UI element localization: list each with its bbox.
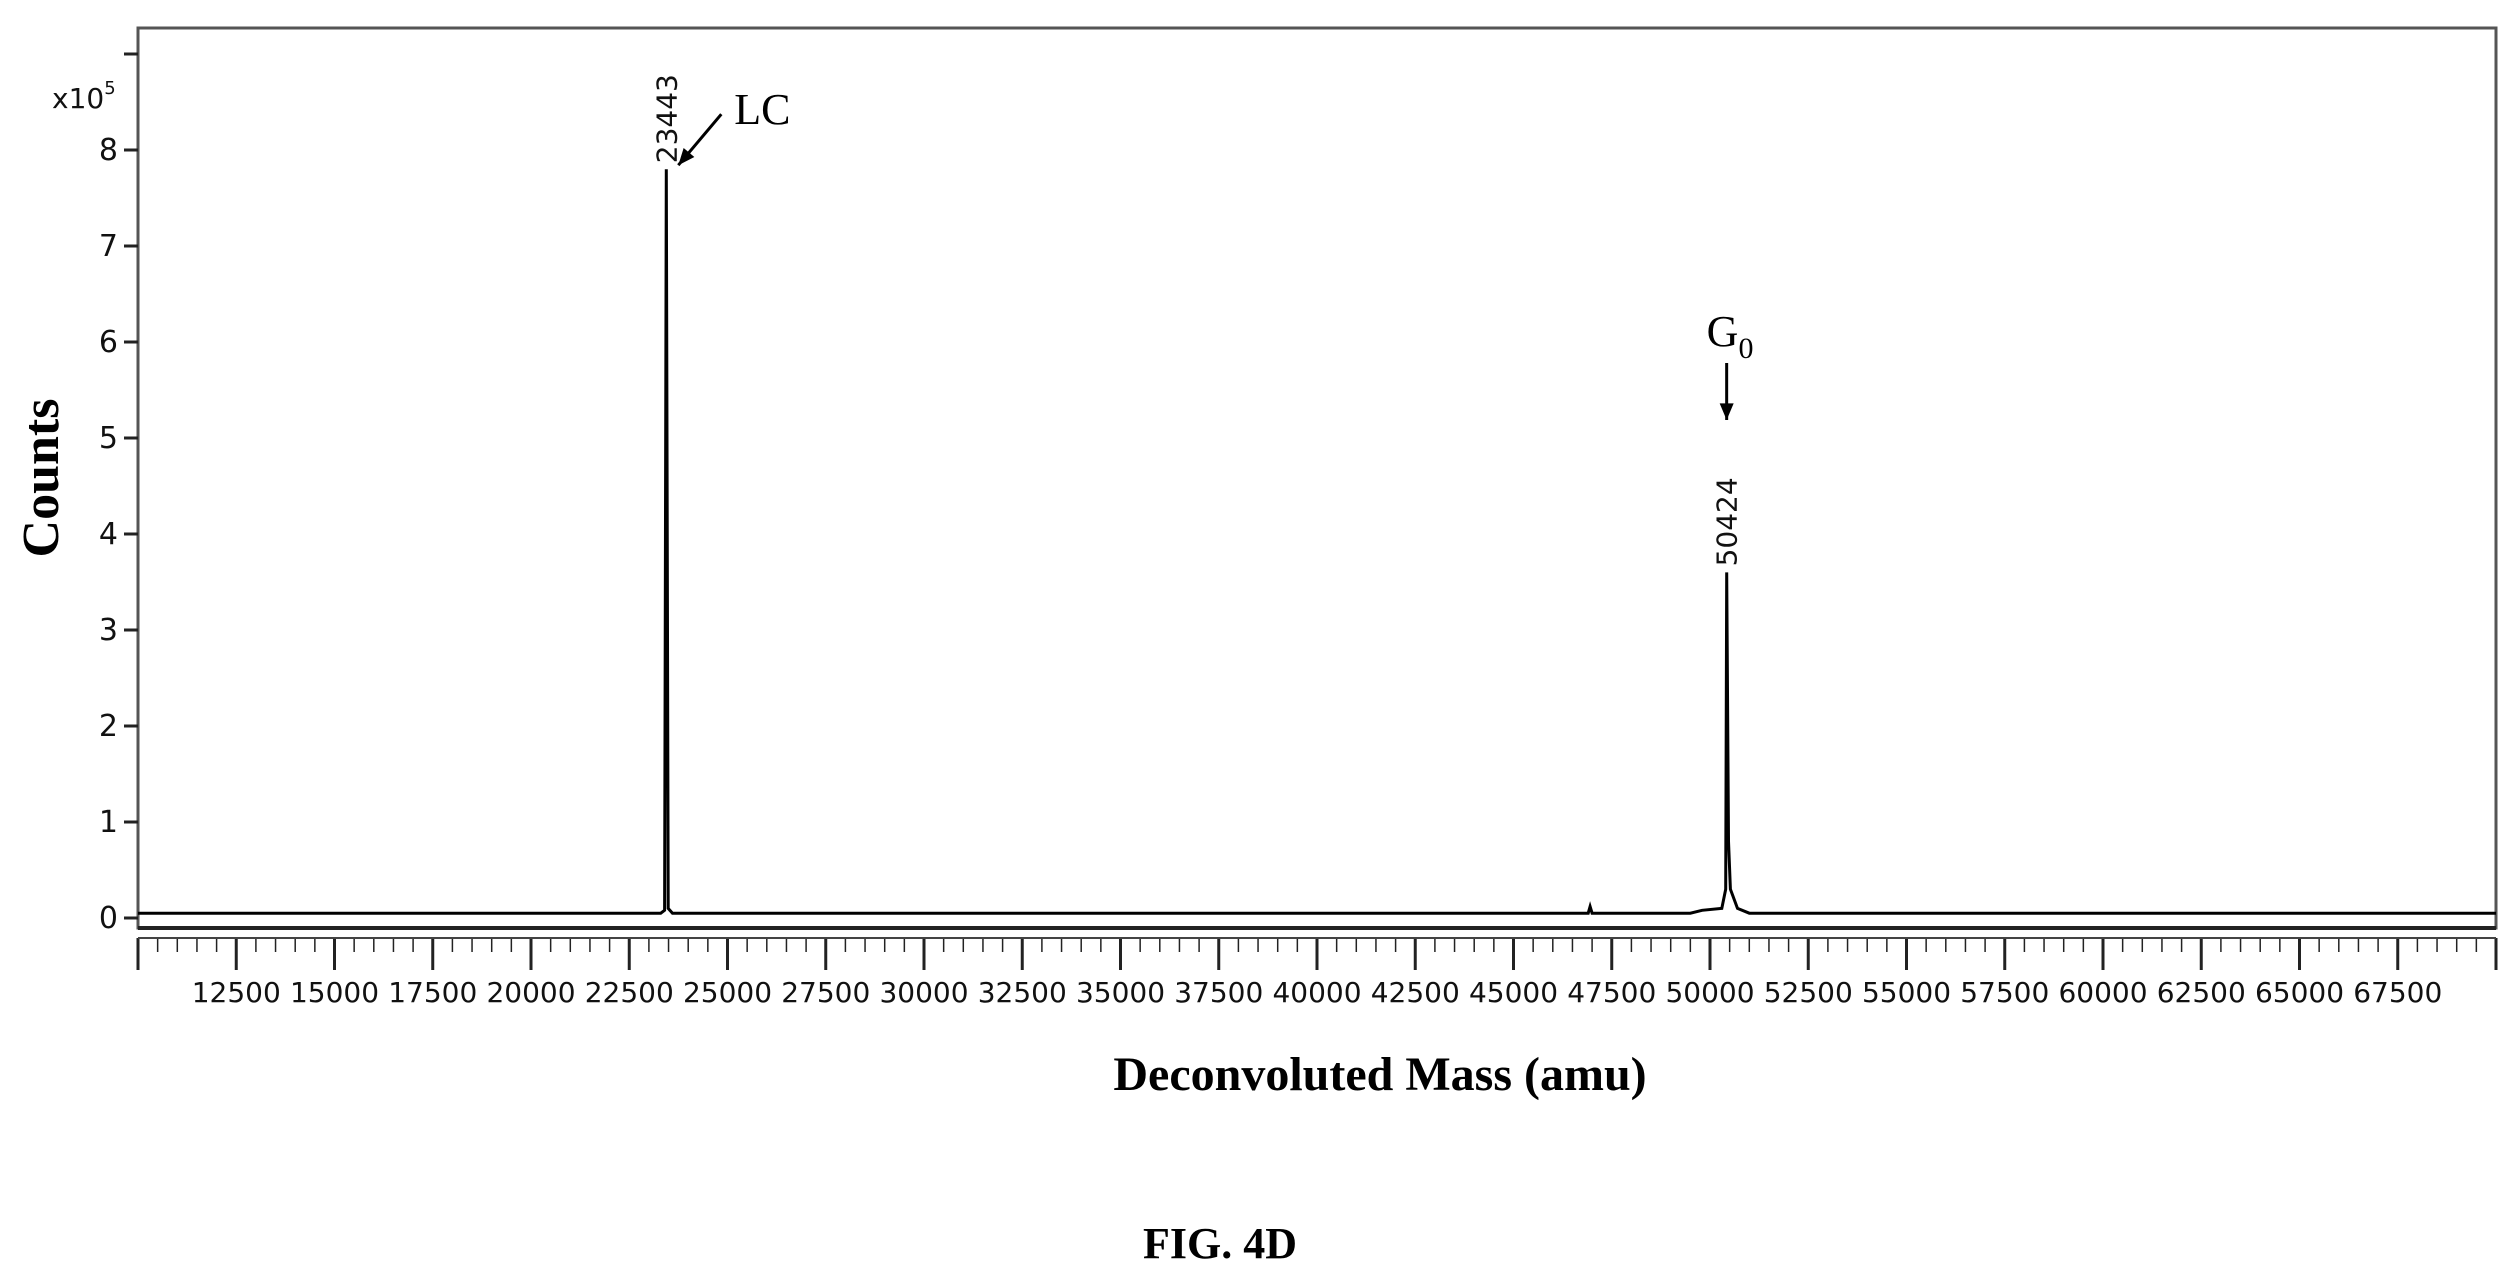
x-tick-label-55000: 55000 bbox=[1862, 976, 1951, 1009]
y-multiplier-label: x105 bbox=[52, 78, 116, 115]
x-tick-label-27500: 27500 bbox=[781, 976, 870, 1009]
annotation-arrowhead-1 bbox=[1719, 403, 1734, 420]
x-tick-label-12500: 12500 bbox=[192, 976, 281, 1009]
x-tick-label-62500: 62500 bbox=[2157, 976, 2246, 1009]
series-layer bbox=[138, 169, 2496, 915]
y-tick-label-5: 5 bbox=[99, 421, 118, 456]
y-tick-label-3: 3 bbox=[99, 613, 118, 648]
peak-labels: 23443 50424 bbox=[650, 74, 1743, 566]
figure-label: FIG. 4D bbox=[1143, 1219, 1297, 1268]
x-tick-label-30000: 30000 bbox=[879, 976, 968, 1009]
y-tick-label-2: 2 bbox=[99, 709, 118, 744]
x-tick-label-52500: 52500 bbox=[1764, 976, 1853, 1009]
annotation-label-1: G0 bbox=[1707, 307, 1754, 365]
y-tick-label-6: 6 bbox=[99, 325, 118, 360]
x-tick-label-25000: 25000 bbox=[683, 976, 772, 1009]
y-tick-label-7: 7 bbox=[99, 229, 118, 264]
x-tick-label-67500: 67500 bbox=[2353, 976, 2442, 1009]
annotation-arrowhead-0 bbox=[678, 148, 695, 166]
y-tick-label-0: 0 bbox=[99, 901, 118, 936]
y-tick-label-8: 8 bbox=[99, 133, 118, 168]
x-ticks: 12500 15000 17500 20000 22500 25000 27500 30000… bbox=[136, 937, 2498, 1009]
x-tick-label-50000: 50000 bbox=[1665, 976, 1754, 1009]
x-tick-label-15000: 15000 bbox=[290, 976, 379, 1009]
annotation-label-0: LC bbox=[734, 85, 790, 134]
annotations: LC G0 bbox=[677, 85, 1754, 420]
x-tick-label-47500: 47500 bbox=[1567, 976, 1656, 1009]
x-tick-label-60000: 60000 bbox=[2058, 976, 2147, 1009]
x-tick-label-35000: 35000 bbox=[1076, 976, 1165, 1009]
y-tick-label-4: 4 bbox=[99, 517, 118, 552]
x-tick-label-37500: 37500 bbox=[1174, 976, 1263, 1009]
y-axis-label: Counts bbox=[13, 399, 70, 558]
x-tick-label-65000: 65000 bbox=[2255, 976, 2344, 1009]
x-tick-label-32500: 32500 bbox=[978, 976, 1067, 1009]
peak-label-0: 23443 bbox=[650, 74, 683, 163]
peak-label-1: 50424 bbox=[1711, 477, 1744, 566]
x-tick-label-57500: 57500 bbox=[1960, 976, 2049, 1009]
series-line-0 bbox=[138, 169, 2496, 915]
y-ticks: 0 1 2 3 4 5 6 7 8 bbox=[99, 52, 138, 936]
y-tick-label-1: 1 bbox=[99, 805, 118, 840]
x-tick-label-17500: 17500 bbox=[388, 976, 477, 1009]
x-tick-label-42500: 42500 bbox=[1371, 976, 1460, 1009]
x-axis-label: Deconvoluted Mass (amu) bbox=[1113, 1048, 1646, 1101]
plot-frame bbox=[136, 26, 2498, 930]
x-tick-label-40000: 40000 bbox=[1272, 976, 1361, 1009]
x-tick-label-22500: 22500 bbox=[585, 976, 674, 1009]
x-tick-label-45000: 45000 bbox=[1469, 976, 1558, 1009]
x-tick-label-20000: 20000 bbox=[486, 976, 575, 1009]
